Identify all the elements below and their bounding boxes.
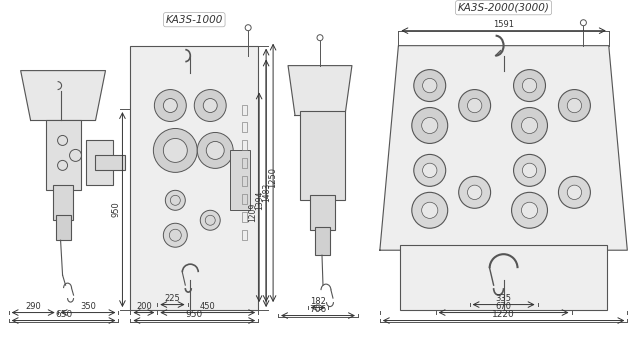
Circle shape <box>523 163 537 177</box>
Text: 290: 290 <box>25 302 41 311</box>
Text: 706: 706 <box>309 305 326 314</box>
Bar <box>242 176 247 186</box>
Bar <box>242 122 247 133</box>
Circle shape <box>567 185 582 200</box>
Text: 670: 670 <box>495 302 512 311</box>
Circle shape <box>523 79 537 93</box>
Text: KA3S-2000(3000): KA3S-2000(3000) <box>458 3 549 13</box>
Text: 1250: 1250 <box>268 167 277 188</box>
Circle shape <box>512 192 547 228</box>
Bar <box>242 140 247 150</box>
Bar <box>242 104 247 115</box>
Circle shape <box>467 185 482 200</box>
Text: 950: 950 <box>111 202 121 218</box>
Circle shape <box>414 154 446 186</box>
Text: 335: 335 <box>495 294 512 303</box>
Circle shape <box>206 141 224 159</box>
Text: 1591: 1591 <box>493 20 514 29</box>
Circle shape <box>422 79 437 93</box>
Circle shape <box>467 98 482 113</box>
Text: 350: 350 <box>80 302 96 311</box>
Circle shape <box>512 107 547 143</box>
Circle shape <box>558 89 591 121</box>
Circle shape <box>414 70 446 102</box>
Bar <box>86 140 114 185</box>
Circle shape <box>521 117 538 134</box>
Circle shape <box>411 107 448 143</box>
Bar <box>242 230 247 240</box>
Circle shape <box>521 202 538 218</box>
Circle shape <box>163 138 187 163</box>
Circle shape <box>411 192 448 228</box>
Circle shape <box>154 89 186 121</box>
Circle shape <box>200 210 220 230</box>
Bar <box>310 195 335 230</box>
Polygon shape <box>21 71 105 120</box>
Circle shape <box>163 223 187 247</box>
Bar <box>130 46 258 310</box>
Bar <box>46 120 81 190</box>
Text: 650: 650 <box>55 310 72 319</box>
Circle shape <box>163 99 177 113</box>
Text: 1209: 1209 <box>248 203 257 222</box>
Bar <box>95 155 126 170</box>
Polygon shape <box>288 66 352 116</box>
Text: 200: 200 <box>136 302 152 311</box>
Text: 225: 225 <box>164 294 180 303</box>
Polygon shape <box>380 46 627 250</box>
Circle shape <box>422 202 438 218</box>
Bar <box>242 194 247 204</box>
Text: 182: 182 <box>310 297 326 306</box>
Text: 1394: 1394 <box>255 191 264 210</box>
Text: 450: 450 <box>200 302 216 311</box>
Bar <box>231 150 250 210</box>
Bar <box>56 215 70 240</box>
Circle shape <box>558 176 591 208</box>
Text: 1483: 1483 <box>262 183 271 202</box>
Bar <box>242 212 247 222</box>
Circle shape <box>458 176 491 208</box>
Bar <box>300 110 345 200</box>
Circle shape <box>514 154 545 186</box>
Bar <box>242 158 247 168</box>
Circle shape <box>194 89 226 121</box>
Circle shape <box>154 129 197 172</box>
Bar <box>400 245 607 310</box>
Text: KA3S-1000: KA3S-1000 <box>166 15 223 25</box>
Text: 950: 950 <box>185 310 203 319</box>
Text: 1220: 1220 <box>492 310 515 319</box>
Bar <box>315 227 330 255</box>
Circle shape <box>422 117 438 134</box>
Circle shape <box>422 163 437 177</box>
Circle shape <box>203 99 217 113</box>
Circle shape <box>567 98 582 113</box>
Circle shape <box>165 190 185 210</box>
Circle shape <box>514 70 545 102</box>
Circle shape <box>458 89 491 121</box>
Circle shape <box>197 133 233 168</box>
Bar <box>53 185 72 220</box>
